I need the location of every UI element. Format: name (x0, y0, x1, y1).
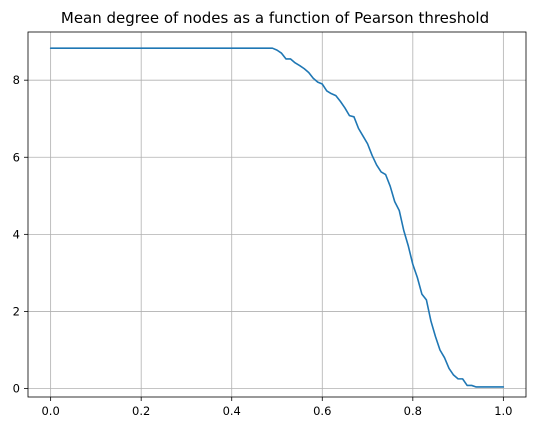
y-tick-label: 2 (13, 304, 20, 318)
x-tick-label: 0.2 (132, 404, 150, 418)
x-tick-label: 0.8 (404, 404, 422, 418)
plot-frame (27, 31, 527, 398)
y-tick-label: 6 (13, 150, 20, 164)
y-tick-label: 0 (13, 382, 20, 396)
y-tick-label: 8 (13, 73, 20, 87)
x-tick-label: 0.6 (313, 404, 331, 418)
series-line (49, 47, 505, 388)
grid (28, 32, 526, 397)
series-layer (49, 47, 505, 388)
y-tick-label: 4 (13, 227, 20, 241)
chart-title: Mean degree of nodes as a function of Pe… (61, 9, 489, 27)
x-tick-label: 1.0 (494, 404, 512, 418)
x-tick-label: 0.4 (223, 404, 241, 418)
axis-ticks: 0.0 0.2 0.4 0.6 0.8 1.0 0 2 4 6 8 (13, 73, 513, 418)
x-tick-label: 0.0 (41, 404, 59, 418)
